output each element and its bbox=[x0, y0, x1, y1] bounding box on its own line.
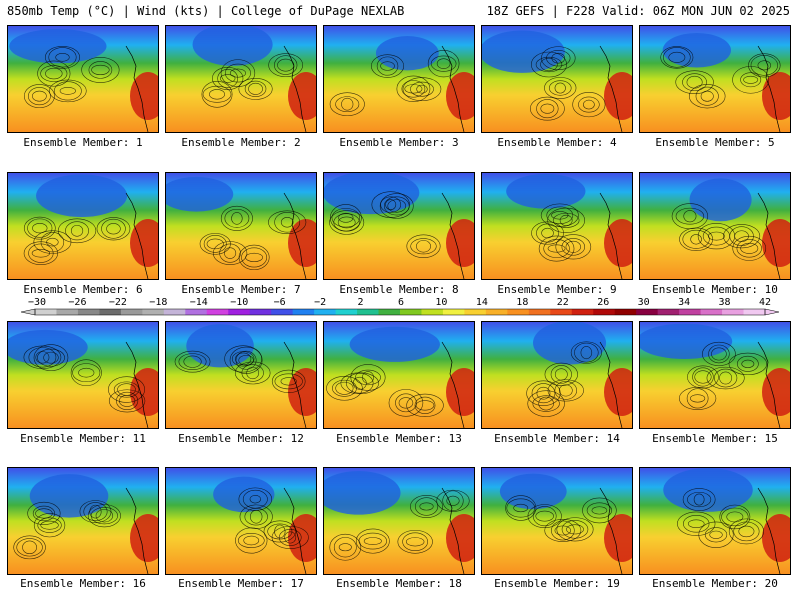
ensemble-member-label: Ensemble Member: 2 bbox=[181, 136, 301, 149]
color-scale-swatch bbox=[357, 309, 380, 315]
color-scale-swatch bbox=[507, 309, 530, 315]
ensemble-member-map bbox=[323, 321, 475, 429]
map-title: 850mb Temp (°C) | Wind (kts) | College o… bbox=[7, 4, 405, 18]
ensemble-member-label: Ensemble Member: 16 bbox=[20, 577, 146, 590]
color-scale-swatch bbox=[249, 309, 272, 315]
color-scale-swatch bbox=[142, 309, 165, 315]
color-scale-tick-label: −2 bbox=[314, 297, 327, 308]
color-scale-tick-label: −14 bbox=[189, 297, 208, 308]
color-scale-tick-label: −26 bbox=[68, 297, 87, 308]
ensemble-member-label: Ensemble Member: 18 bbox=[336, 577, 462, 590]
ensemble-member-map bbox=[165, 172, 317, 280]
color-scale-swatch bbox=[314, 309, 337, 315]
color-scale-swatch bbox=[335, 309, 358, 315]
color-scale-swatch bbox=[485, 309, 508, 315]
ensemble-member-label: Ensemble Member: 1 bbox=[23, 136, 143, 149]
color-scale-labels bbox=[0, 0, 800, 12]
color-scale-swatch bbox=[614, 309, 637, 315]
ensemble-member-label: Ensemble Member: 4 bbox=[497, 136, 617, 149]
ensemble-member-map bbox=[323, 172, 475, 280]
color-scale-tick-label: 42 bbox=[758, 297, 772, 308]
color-scale-tick-label: 22 bbox=[556, 297, 569, 308]
color-scale-tick-label: 30 bbox=[637, 297, 650, 308]
color-scale-swatch bbox=[722, 309, 745, 315]
color-scale-swatch bbox=[679, 309, 702, 315]
ensemble-member-map bbox=[323, 467, 475, 575]
ensemble-member-map bbox=[481, 467, 633, 575]
color-scale-tick-label: −30 bbox=[27, 297, 47, 308]
ensemble-member-map bbox=[7, 321, 159, 429]
color-scale-swatch bbox=[571, 309, 594, 315]
color-scale-tick-label: 38 bbox=[718, 297, 731, 308]
color-scale-swatch bbox=[636, 309, 659, 315]
ensemble-member-label: Ensemble Member: 7 bbox=[181, 283, 301, 296]
color-scale-swatch bbox=[743, 309, 766, 315]
ensemble-member-map bbox=[481, 172, 633, 280]
color-scale-swatch bbox=[400, 309, 422, 315]
color-scale-swatch bbox=[593, 309, 616, 315]
color-scale-swatch bbox=[421, 309, 444, 315]
color-scale-swatch bbox=[292, 309, 315, 315]
ensemble-member-map bbox=[639, 172, 791, 280]
color-scale-swatch bbox=[378, 309, 401, 315]
ensemble-member-label: Ensemble Member: 11 bbox=[20, 432, 146, 445]
color-scale-bar bbox=[20, 308, 780, 316]
ensemble-member-label: Ensemble Member: 20 bbox=[652, 577, 778, 590]
color-scale-tick-label: −22 bbox=[108, 297, 127, 308]
color-scale-tick-label: 26 bbox=[597, 297, 610, 308]
color-scale-tick-label: −10 bbox=[230, 297, 249, 308]
color-scale-swatch bbox=[657, 309, 680, 315]
color-scale-swatch bbox=[99, 309, 122, 315]
color-scale-swatch bbox=[35, 309, 57, 315]
color-scale-swatch bbox=[442, 309, 465, 315]
ensemble-member-map bbox=[7, 172, 159, 280]
ensemble-member-label: Ensemble Member: 3 bbox=[339, 136, 459, 149]
ensemble-member-map bbox=[639, 321, 791, 429]
color-scale-tick-label: −18 bbox=[149, 297, 168, 308]
color-scale-swatch bbox=[56, 309, 79, 315]
color-scale-tick-label: 2 bbox=[357, 297, 364, 308]
ensemble-member-map bbox=[481, 25, 633, 133]
color-scale-tick-label: 6 bbox=[397, 297, 405, 308]
ensemble-member-label: Ensemble Member: 6 bbox=[23, 283, 143, 296]
color-scale-swatch bbox=[528, 309, 551, 315]
ensemble-member-map bbox=[165, 467, 317, 575]
ensemble-member-label: Ensemble Member: 9 bbox=[497, 283, 617, 296]
color-scale-swatch bbox=[120, 309, 143, 315]
color-scale-swatch bbox=[77, 309, 100, 315]
ensemble-member-label: Ensemble Member: 13 bbox=[336, 432, 462, 445]
color-scale-swatch bbox=[228, 309, 251, 315]
ensemble-member-map bbox=[639, 467, 791, 575]
color-scale-swatch bbox=[206, 309, 229, 315]
ensemble-member-map bbox=[639, 25, 791, 133]
color-scale-swatch bbox=[550, 309, 573, 315]
color-scale-tick-label: 34 bbox=[678, 297, 691, 308]
scale-right-arrow bbox=[764, 308, 780, 316]
color-scale-swatch bbox=[700, 309, 723, 315]
ensemble-member-label: Ensemble Member: 19 bbox=[494, 577, 620, 590]
color-scale-tick-label: 10 bbox=[435, 297, 448, 308]
ensemble-member-label: Ensemble Member: 15 bbox=[652, 432, 778, 445]
ensemble-member-map bbox=[165, 321, 317, 429]
color-scale-tick-label: −6 bbox=[273, 297, 286, 308]
color-scale-tick-label: 18 bbox=[516, 297, 529, 308]
ensemble-member-label: Ensemble Member: 17 bbox=[178, 577, 304, 590]
ensemble-member-map bbox=[7, 467, 159, 575]
ensemble-member-label: Ensemble Member: 8 bbox=[339, 283, 459, 296]
color-scale-swatch bbox=[163, 309, 186, 315]
color-scale-swatch bbox=[185, 309, 208, 315]
ensemble-member-map bbox=[7, 25, 159, 133]
ensemble-member-map bbox=[481, 321, 633, 429]
scale-left-arrow bbox=[20, 308, 36, 316]
color-scale-swatch bbox=[271, 309, 294, 315]
ensemble-member-label: Ensemble Member: 12 bbox=[178, 432, 304, 445]
color-scale-tick-label: 14 bbox=[475, 297, 488, 308]
ensemble-member-label: Ensemble Member: 5 bbox=[655, 136, 775, 149]
model-run-label: 18Z GEFS | F228 Valid: 06Z MON JUN 02 20… bbox=[486, 4, 790, 18]
color-scale-swatch bbox=[464, 309, 487, 315]
ensemble-member-label: Ensemble Member: 10 bbox=[652, 283, 778, 296]
ensemble-member-map bbox=[323, 25, 475, 133]
ensemble-member-label: Ensemble Member: 14 bbox=[494, 432, 620, 445]
ensemble-member-map bbox=[165, 25, 317, 133]
